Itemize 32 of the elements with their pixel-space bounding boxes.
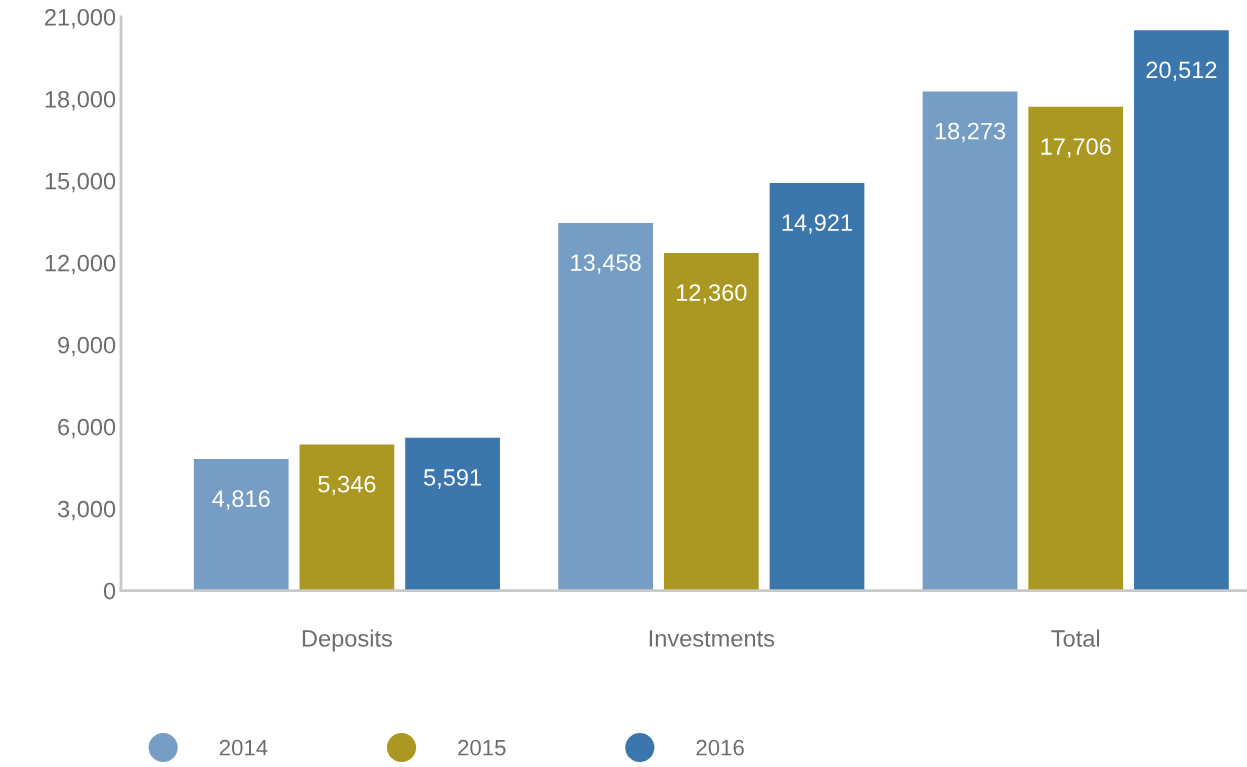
x-tick-label: Deposits — [302, 629, 392, 652]
bar — [193, 459, 289, 591]
data-label: 20,512 — [1146, 61, 1217, 81]
y-tick-label: 3,000 — [57, 500, 116, 521]
y-tick-label: 9,000 — [58, 336, 116, 357]
y-tick-label: 21,000 — [45, 8, 116, 29]
data-label: 18,273 — [935, 122, 1006, 143]
bar — [769, 182, 865, 591]
y-tick-label: 6,000 — [58, 418, 116, 439]
data-label: 4,816 — [212, 490, 270, 510]
data-label: 17,706 — [1041, 138, 1111, 158]
bar — [1134, 30, 1229, 591]
y-tick-label: 12,000 — [45, 254, 116, 275]
x-tick-label: Investments — [649, 630, 775, 647]
bar — [1028, 106, 1124, 591]
bar — [558, 222, 653, 591]
y-tick-label: 18,000 — [45, 90, 116, 111]
bar — [405, 437, 500, 591]
bar — [922, 91, 1018, 591]
bar — [663, 252, 759, 591]
legend-label: 2014 — [219, 739, 268, 756]
data-label: 14,921 — [782, 214, 852, 234]
y-tick-label: 15,000 — [45, 172, 116, 193]
data-label: 12,360 — [677, 284, 747, 304]
bar — [299, 444, 395, 591]
legend-label: 2015 — [458, 739, 506, 756]
x-tick-label: Total — [1051, 629, 1100, 647]
data-label: 5,346 — [318, 475, 376, 496]
data-label: 5,591 — [423, 469, 481, 489]
legend-label: 2016 — [696, 739, 744, 756]
y-tick-label: 0 — [103, 582, 116, 600]
data-label: 13,458 — [571, 254, 641, 274]
